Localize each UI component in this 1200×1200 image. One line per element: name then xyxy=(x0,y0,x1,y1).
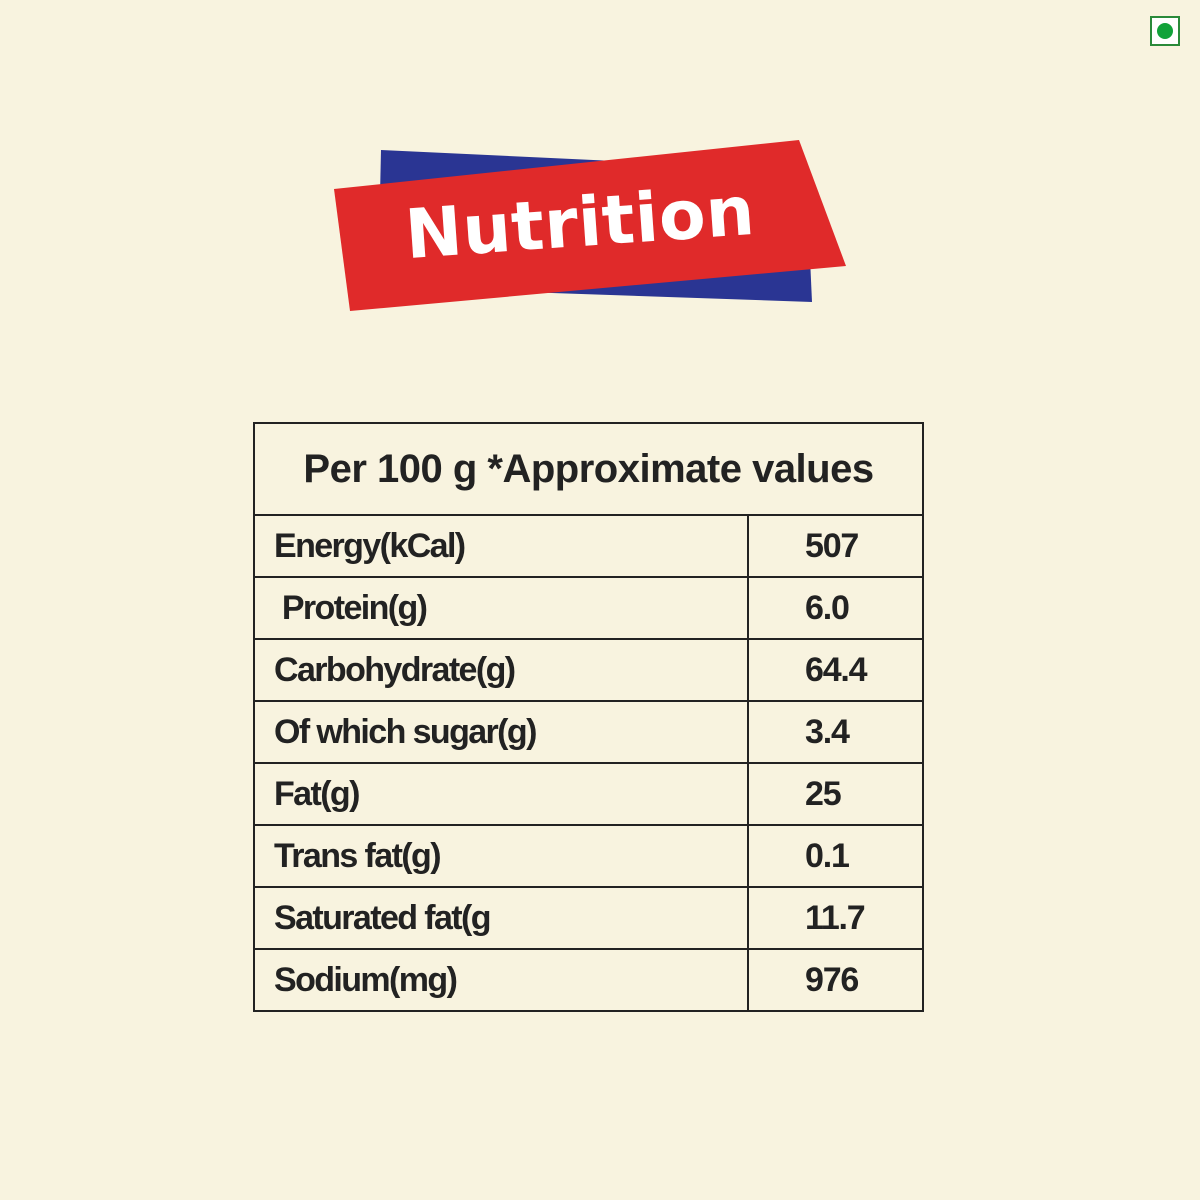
table-header: Per 100 g *Approximate values xyxy=(253,422,924,516)
nutrient-value: 11.7 xyxy=(747,886,924,950)
nutrient-value: 976 xyxy=(747,948,924,1012)
banner-red-stripe xyxy=(334,140,846,311)
nutrient-name: Carbohydrate(g) xyxy=(253,638,749,702)
nutrition-banner xyxy=(334,140,846,311)
nutrient-name: Trans fat(g) xyxy=(253,824,749,888)
nutrient-name: Sodium(mg) xyxy=(253,948,749,1012)
table-row: Carbohydrate(g) 64.4 xyxy=(253,638,924,702)
nutrient-value: 0.1 xyxy=(747,824,924,888)
table-row: Saturated fat(g 11.7 xyxy=(253,886,924,950)
nutrient-name: Fat(g) xyxy=(253,762,749,826)
table-header-row: Per 100 g *Approximate values xyxy=(253,422,924,516)
nutrient-name: Saturated fat(g xyxy=(253,886,749,950)
veg-dot xyxy=(1157,23,1173,39)
veg-symbol-icon xyxy=(1150,16,1180,46)
nutrient-value: 3.4 xyxy=(747,700,924,764)
nutrient-name: Of which sugar(g) xyxy=(253,700,749,764)
table-row: Fat(g) 25 xyxy=(253,762,924,826)
nutrient-value: 507 xyxy=(747,514,924,578)
table-row: Trans fat(g) 0.1 xyxy=(253,824,924,888)
nutrient-value: 64.4 xyxy=(747,638,924,702)
nutrient-value: 25 xyxy=(747,762,924,826)
nutrient-name: Protein(g) xyxy=(253,576,749,640)
table-row: Protein(g) 6.0 xyxy=(253,576,924,640)
nutrient-value: 6.0 xyxy=(747,576,924,640)
table-row: Of which sugar(g) 3.4 xyxy=(253,700,924,764)
table-row: Sodium(mg) 976 xyxy=(253,948,924,1012)
table-row: Energy(kCal) 507 xyxy=(253,514,924,578)
nutrition-table: Per 100 g *Approximate values Energy(kCa… xyxy=(253,422,924,1012)
nutrient-name: Energy(kCal) xyxy=(253,514,749,578)
